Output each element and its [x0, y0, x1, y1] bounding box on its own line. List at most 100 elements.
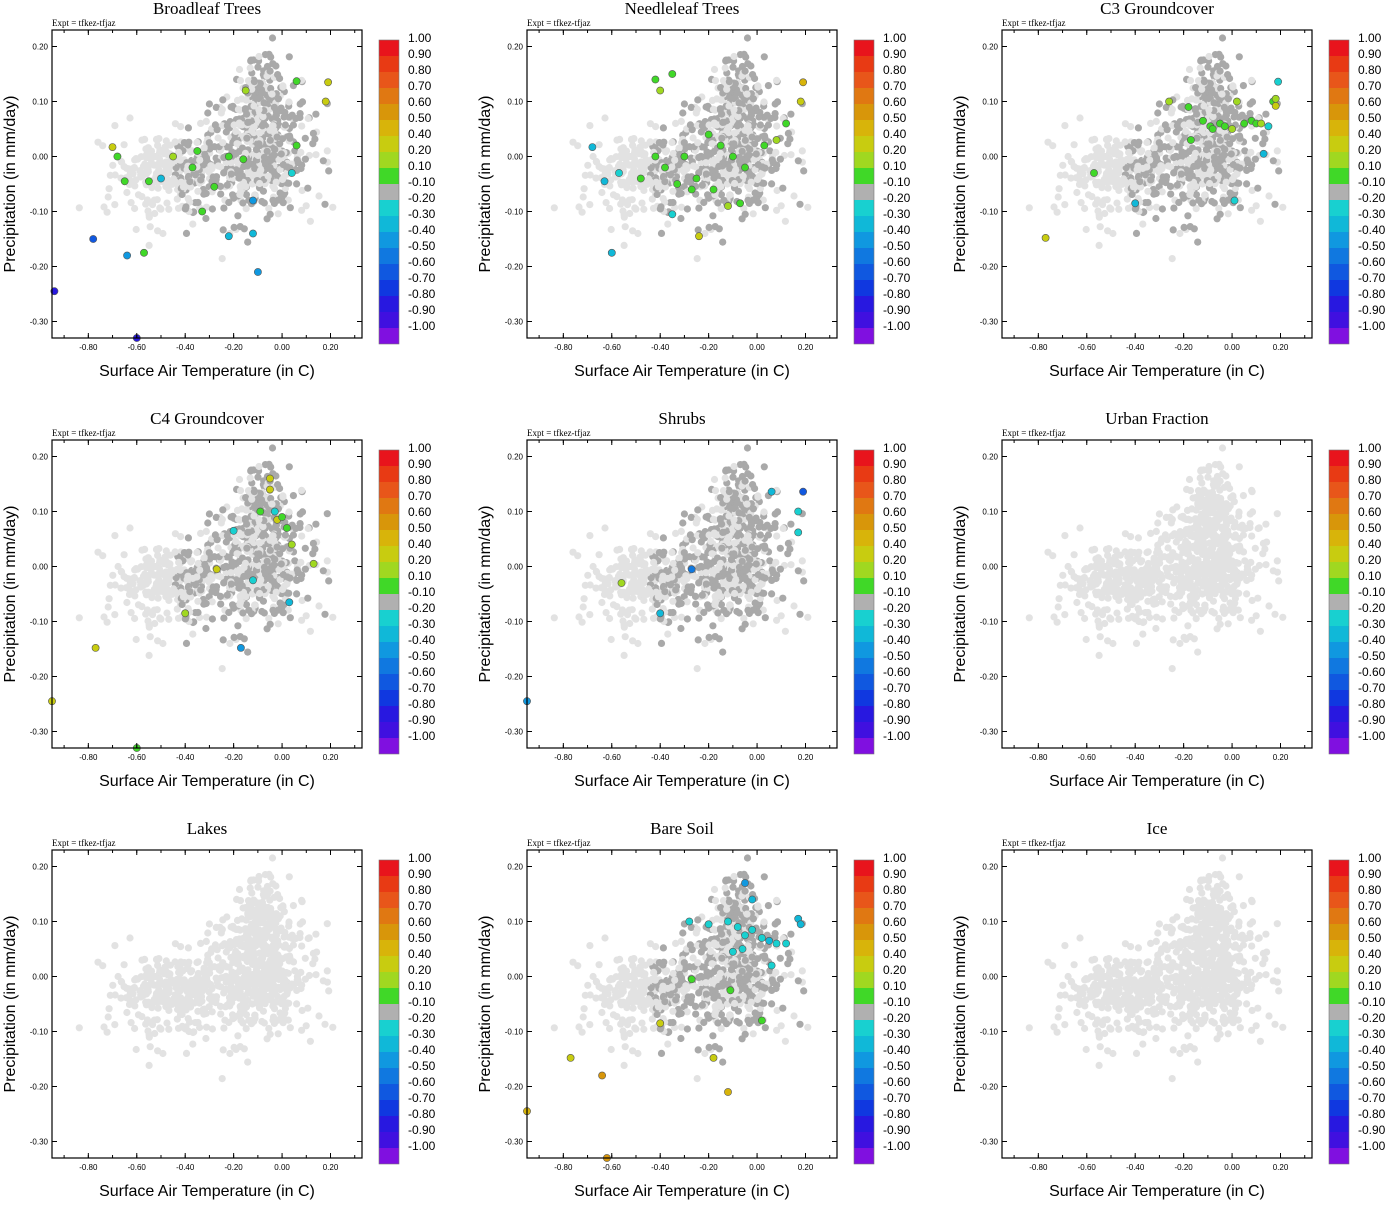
background-point: [201, 561, 208, 568]
colorbar-label: -0.80: [408, 697, 436, 711]
background-point: [175, 615, 182, 622]
background-point: [329, 204, 336, 211]
background-point: [660, 124, 667, 131]
colorbar-swatch: [1329, 328, 1349, 344]
background-point: [219, 665, 226, 672]
background-point: [1157, 162, 1164, 169]
colorbar-label: -0.10: [408, 175, 436, 189]
background-point: [219, 96, 226, 103]
background-point: [784, 550, 791, 557]
colorbar-swatch: [379, 72, 399, 88]
colorbar-swatch: [854, 120, 874, 136]
background-point: [1186, 191, 1193, 198]
background-point: [760, 590, 767, 597]
background-point: [638, 610, 645, 617]
data-point: [230, 527, 237, 534]
colorbar-swatch: [1329, 136, 1349, 152]
colorbar-swatch: [379, 312, 399, 328]
colorbar-label: -0.70: [408, 271, 436, 285]
background-point: [645, 178, 652, 185]
colorbar-label: -0.60: [408, 255, 436, 269]
background-point: [1146, 157, 1153, 164]
background-point: [170, 588, 177, 595]
background-point: [1094, 207, 1101, 214]
background-point: [206, 510, 213, 517]
background-point: [1112, 145, 1119, 152]
background-point: [699, 592, 706, 599]
background-point: [298, 487, 305, 494]
y-axis-label: Precipitation (in mm/day): [2, 506, 19, 683]
background-point: [660, 534, 667, 541]
background-point: [194, 188, 201, 195]
colorbar-label: 0.60: [408, 505, 432, 519]
background-point: [267, 464, 274, 471]
colorbar-swatch: [379, 136, 399, 152]
background-point: [305, 115, 312, 122]
background-point: [236, 191, 243, 198]
background-point: [267, 211, 274, 218]
background-point: [1137, 148, 1144, 155]
background-point: [1077, 180, 1084, 187]
colorbar-label: 0.80: [408, 63, 432, 77]
background-point: [717, 494, 724, 501]
data-point: [1166, 98, 1173, 105]
colorbar-label: 0.10: [408, 159, 432, 173]
colorbar-label: 0.40: [408, 127, 432, 141]
background-point: [745, 152, 752, 159]
background-point: [684, 205, 691, 212]
background-point: [1184, 212, 1191, 219]
background-point: [290, 121, 297, 128]
background-point: [799, 557, 806, 564]
background-point: [284, 573, 291, 580]
background-point: [1120, 178, 1127, 185]
colorbar-label: 0.70: [408, 489, 432, 503]
background-point: [617, 145, 624, 152]
background-point: [226, 554, 233, 561]
data-point: [773, 136, 780, 143]
data-point: [199, 208, 206, 215]
background-point: [131, 615, 138, 622]
data-point: [240, 156, 247, 163]
background-point: [182, 205, 189, 212]
background-point: [105, 193, 112, 200]
colorbar-swatch: [1329, 232, 1349, 248]
background-point: [106, 185, 113, 192]
data-point: [693, 175, 700, 182]
background-point: [269, 607, 276, 614]
background-point: [133, 636, 140, 643]
background-point: [138, 547, 145, 554]
x-tick-label: -0.40: [1126, 343, 1145, 352]
data-point: [800, 79, 807, 86]
background-point: [321, 201, 328, 208]
colorbar-label: -0.50: [408, 649, 436, 663]
colorbar-swatch: [854, 248, 874, 264]
colorbar-label: -0.30: [1358, 207, 1386, 221]
data-point: [1258, 120, 1265, 127]
background-point: [1207, 167, 1214, 174]
background-point: [699, 182, 706, 189]
background-point: [753, 560, 760, 567]
colorbar-label: 0.80: [1358, 63, 1382, 77]
x-tick-label: -0.40: [651, 343, 670, 352]
background-point: [779, 595, 786, 602]
background-point: [152, 153, 159, 160]
colorbar-swatch: [379, 450, 399, 466]
background-point: [647, 120, 654, 127]
colorbar-label: -0.90: [408, 713, 436, 727]
background-point: [189, 631, 196, 638]
background-point: [189, 221, 196, 228]
background-point: [1204, 64, 1211, 71]
background-point: [695, 615, 702, 622]
x-tick-label: -0.80: [79, 753, 98, 762]
data-point: [1275, 78, 1282, 85]
background-point: [1170, 154, 1177, 161]
background-point: [126, 114, 133, 121]
background-point: [220, 615, 227, 622]
background-point: [1142, 171, 1149, 178]
background-point: [684, 615, 691, 622]
background-point: [690, 572, 697, 579]
background-point: [1105, 135, 1112, 142]
background-point: [310, 130, 317, 137]
background-point: [629, 196, 636, 203]
background-point: [1096, 214, 1103, 221]
